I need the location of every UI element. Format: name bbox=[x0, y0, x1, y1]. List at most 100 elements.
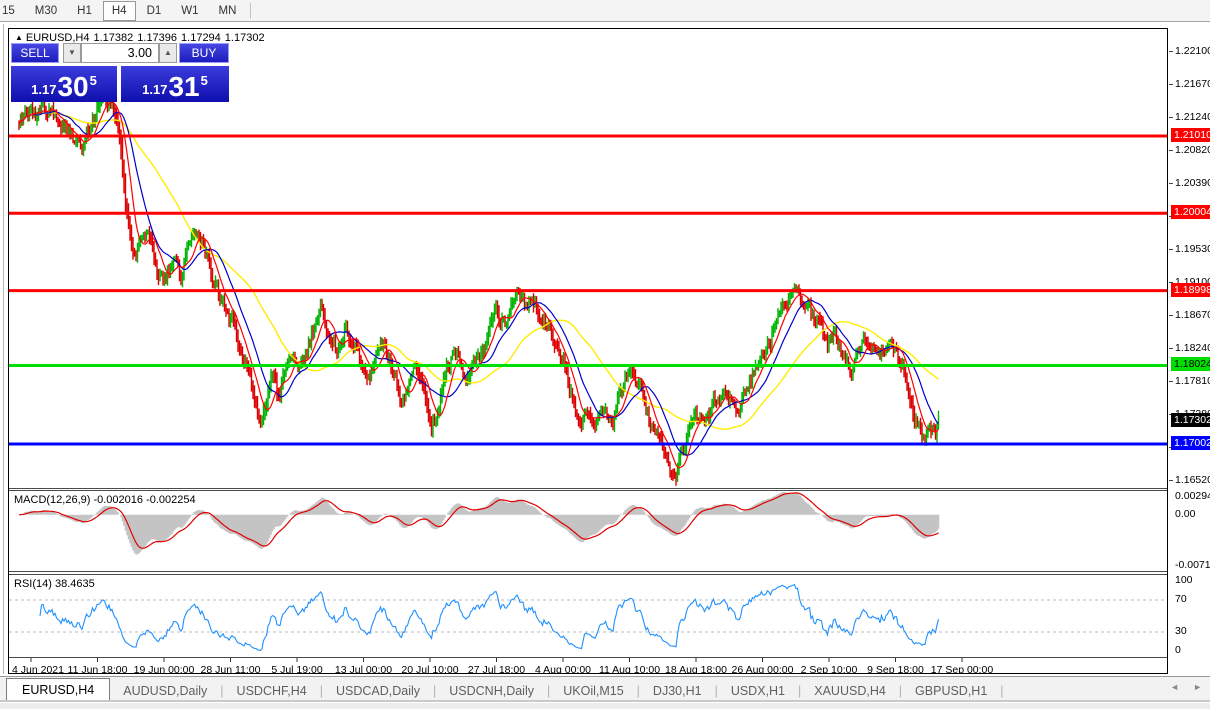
price-badge-1.18998: 1.18998 bbox=[1171, 282, 1210, 297]
bid-price-box[interactable]: 1.17 30 5 bbox=[11, 66, 117, 102]
panel-toggle-icon[interactable]: ▲ bbox=[15, 33, 23, 42]
axis-tick-mark bbox=[1169, 51, 1173, 53]
volume-increase-button[interactable]: ▲ bbox=[159, 43, 177, 63]
rsi-axis-label: 30 bbox=[1175, 625, 1187, 637]
price-tick-label: 1.20820 bbox=[1175, 143, 1210, 156]
axis-tick-mark bbox=[1169, 182, 1173, 184]
timeframe-button-m30[interactable]: M30 bbox=[34, 4, 58, 17]
price-axis[interactable]: 1.221001.216701.212401.208201.203901.199… bbox=[1169, 28, 1210, 674]
tab-separator: | bbox=[636, 684, 640, 698]
date-label: 4 Aug 00:00 bbox=[535, 664, 591, 673]
chart-window[interactable]: 4 Jun 2021 11 Jun 18:00 19 Jun 00:00 28 Jun… bbox=[8, 28, 1168, 674]
rsi-indicator-label: RSI(14) 38.4635 bbox=[14, 578, 95, 590]
price-badge-1.18024: 1.18024 bbox=[1171, 357, 1210, 372]
volume-input[interactable]: 3.00 bbox=[81, 43, 159, 63]
rsi-axis-label: 100 bbox=[1175, 574, 1193, 586]
ohlc-high: 1.17396 bbox=[137, 32, 178, 44]
axis-tick-mark bbox=[1169, 380, 1173, 382]
chart-header: ▲ EURUSD,H4 1.17382 1.17396 1.17294 1.17302 bbox=[15, 32, 269, 44]
rsi-axis-label: 70 bbox=[1175, 593, 1187, 605]
price-badge-1.20004: 1.20004 bbox=[1171, 205, 1210, 220]
ohlc-open: 1.17382 bbox=[93, 32, 134, 44]
axis-tick-mark bbox=[1169, 84, 1173, 86]
chart-symbol-timeframe: EURUSD,H4 bbox=[25, 32, 90, 44]
tab-scroll-arrows: ◄ ► bbox=[1170, 682, 1202, 692]
timeframe-button-w1[interactable]: W1 bbox=[181, 4, 199, 17]
price-badge-1.17002: 1.17002 bbox=[1171, 436, 1210, 450]
date-label: 20 Jul 10:00 bbox=[401, 664, 458, 673]
tab-audusd-daily[interactable]: AUDUSD,Daily bbox=[123, 684, 208, 698]
ohlc-low: 1.17294 bbox=[181, 32, 221, 44]
price-tick-label: 1.21240 bbox=[1175, 111, 1210, 124]
date-label: 2 Sep 10:00 bbox=[801, 664, 858, 673]
date-label: 9 Sep 18:00 bbox=[867, 664, 924, 673]
tab-separator: | bbox=[1000, 684, 1004, 698]
rsi-line bbox=[39, 583, 940, 651]
candles-bullish bbox=[19, 92, 940, 482]
date-label: 19 Jun 00:00 bbox=[134, 664, 195, 673]
toolbar-separator bbox=[250, 2, 252, 19]
tab-separator: | bbox=[319, 684, 323, 698]
tab-scroll-right-icon[interactable]: ► bbox=[1193, 682, 1202, 692]
ask-price-box[interactable]: 1.17 31 5 bbox=[121, 66, 229, 102]
tab-separator: | bbox=[898, 684, 903, 698]
price-tick-label: 1.19530 bbox=[1175, 242, 1210, 255]
date-label: 13 Jul 00:00 bbox=[335, 664, 392, 673]
timeframe-button-15[interactable]: 15 bbox=[2, 4, 15, 17]
tab-scroll-left-icon[interactable]: ◄ bbox=[1170, 682, 1180, 692]
timeframe-toolbar: 15 M30 H1 H4 D1 W1 MN bbox=[0, 0, 1210, 22]
rsi-axis-label: 0 bbox=[1175, 644, 1181, 656]
timeframe-button-mn[interactable]: MN bbox=[218, 4, 237, 17]
tab-eurusd-h4[interactable]: EURUSD,H4 bbox=[6, 678, 111, 703]
price-badge-1.17302: 1.17302 bbox=[1171, 412, 1210, 427]
price-tick-label: 1.21670 bbox=[1175, 78, 1210, 91]
tab-ukoil-m15[interactable]: UKOil,M15 bbox=[563, 684, 624, 698]
macd-indicator-label: MACD(12,26,9) -0.002016 -0.002254 bbox=[14, 494, 196, 506]
ask-pipette: 5 bbox=[200, 73, 208, 88]
timeframe-button-h4[interactable]: H4 bbox=[102, 0, 136, 21]
status-strip bbox=[0, 702, 1210, 709]
tab-separator: | bbox=[546, 684, 551, 698]
date-label: 4 Jun 2021 bbox=[12, 664, 64, 673]
price-tick-label: 1.16520 bbox=[1175, 474, 1210, 487]
macd-signal-line bbox=[18, 492, 939, 549]
tab-usdcad-daily[interactable]: USDCAD,Daily bbox=[335, 684, 420, 698]
macd-axis-label: -0.007153 bbox=[1175, 559, 1210, 571]
date-label: 17 Sep 00:00 bbox=[931, 664, 994, 673]
macd-axis-label: 0.00 bbox=[1175, 507, 1196, 520]
volume-decrease-button[interactable]: ▼ bbox=[63, 43, 81, 63]
tab-separator: | bbox=[798, 684, 802, 698]
axis-tick-mark bbox=[1169, 347, 1173, 349]
tab-usdchf-h4[interactable]: USDCHF,H4 bbox=[236, 684, 307, 698]
price-chart-canvas[interactable]: 4 Jun 2021 11 Jun 18:00 19 Jun 00:00 28 Jun… bbox=[9, 29, 1167, 673]
window-frame-line bbox=[3, 24, 4, 674]
bid-big-digits: 30 bbox=[57, 71, 89, 102]
tab-dj30-h1[interactable]: DJ30,H1 bbox=[652, 684, 702, 698]
sell-button[interactable]: SELL bbox=[11, 43, 59, 63]
buy-button[interactable]: BUY bbox=[179, 43, 229, 63]
timeframe-button-d1[interactable]: D1 bbox=[146, 4, 162, 17]
tab-separator: | bbox=[433, 684, 437, 698]
axis-tick-mark bbox=[1169, 281, 1173, 283]
axis-tick-mark bbox=[1169, 149, 1173, 151]
axis-tick-mark bbox=[1169, 314, 1173, 316]
axis-tick-mark bbox=[1169, 117, 1173, 119]
date-label: 28 Jun 11:00 bbox=[201, 664, 261, 673]
price-tick-label: 1.17810 bbox=[1175, 374, 1210, 387]
date-label: 27 Jul 18:00 bbox=[468, 664, 525, 673]
date-label: 11 Aug 10:00 bbox=[599, 664, 660, 673]
tab-usdcnh-daily[interactable]: USDCNH,Daily bbox=[449, 684, 534, 698]
axis-tick-mark bbox=[1169, 480, 1173, 482]
tab-separator: | bbox=[714, 684, 718, 698]
tab-gbpusd-h1[interactable]: GBPUSD,H1 bbox=[915, 684, 988, 698]
price-tick-label: 1.22100 bbox=[1175, 45, 1210, 58]
ohlc-close: 1.17302 bbox=[224, 32, 265, 44]
date-label: 11 Jun 18:00 bbox=[68, 664, 128, 673]
one-click-trading-panel: SELL ▼ 3.00 ▲ BUY 1.17 30 5 1.17 31 5 bbox=[11, 43, 231, 102]
timeframe-button-h1[interactable]: H1 bbox=[77, 4, 92, 17]
bid-prefix: 1.17 bbox=[31, 82, 57, 97]
tab-usdx-h1[interactable]: USDX,H1 bbox=[730, 684, 785, 698]
tab-xauusd-h4[interactable]: XAUUSD,H4 bbox=[814, 684, 886, 698]
price-badge-1.21010: 1.21010 bbox=[1171, 127, 1210, 142]
